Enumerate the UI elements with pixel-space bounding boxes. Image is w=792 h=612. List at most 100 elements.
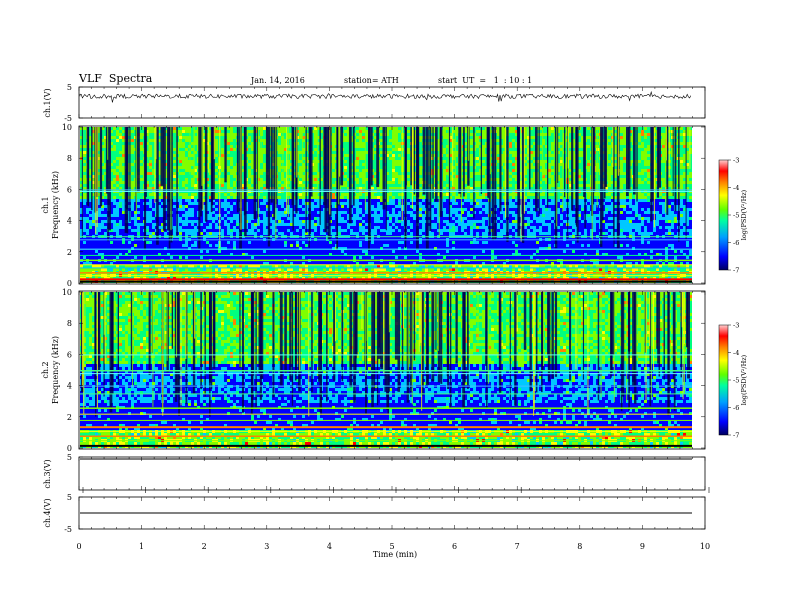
spectrogram-cell [188, 175, 191, 178]
spectrogram-cell [449, 133, 452, 136]
spectrogram-cell [380, 175, 383, 178]
spectrogram-cell [485, 193, 488, 196]
spectrogram-cell [623, 136, 626, 139]
spectrogram-cell [302, 175, 305, 178]
spectrogram-cell [608, 127, 611, 130]
spectrogram-cell [470, 166, 473, 169]
spectrogram-cell [221, 139, 224, 142]
spectrogram-cell [113, 130, 116, 133]
spectrogram-cell [248, 157, 251, 160]
spectrogram-cell [680, 172, 683, 175]
spectrogram-cell [332, 133, 335, 136]
spectrogram-cell [452, 142, 455, 145]
spectrogram-cell [512, 157, 515, 160]
spectrogram-cell [689, 175, 692, 178]
spectrogram-cell [332, 181, 335, 184]
spectrogram-cell [209, 199, 212, 202]
spectrogram-cell [533, 133, 536, 136]
spectrogram-cell [629, 166, 632, 169]
spectrogram-cell [569, 184, 572, 187]
spectrogram-cell [533, 175, 536, 178]
spectrogram-cell [131, 193, 134, 196]
spectrogram-cell [284, 151, 287, 154]
spectrogram-cell [284, 172, 287, 175]
spectrogram-cell [371, 193, 374, 196]
spectrogram-cell [407, 157, 410, 160]
spectrogram-cell [476, 151, 479, 154]
spectrogram-cell [581, 139, 584, 142]
spectrogram-cell [347, 136, 350, 139]
spectrogram-cell [152, 133, 155, 136]
spectrogram-cell [332, 178, 335, 181]
spectrogram-cell [530, 163, 533, 166]
spectrogram-cell [302, 151, 305, 154]
spectrogram-cell [686, 139, 689, 142]
spectrogram-cell [629, 127, 632, 130]
spectrogram-cell [641, 148, 644, 151]
spectrogram-cell [398, 142, 401, 145]
spectrogram-cell [233, 136, 236, 139]
spectrogram-cell [359, 130, 362, 133]
spectrogram-cell [671, 187, 674, 190]
spectrogram-cell [320, 157, 323, 160]
spectrogram-cell [194, 133, 197, 136]
spectrogram-cell [182, 175, 185, 178]
spectrogram-cell [221, 184, 224, 187]
spectrogram-cell [173, 142, 176, 145]
spectrogram-cell [569, 187, 572, 190]
spectrogram-cell [620, 193, 623, 196]
spectrogram-cell [581, 133, 584, 136]
spectrogram-cell [419, 127, 422, 130]
spectrogram-cell [221, 178, 224, 181]
spectrogram-cell [299, 199, 302, 202]
spectrogram-cell [227, 163, 230, 166]
spectrogram-cell [419, 139, 422, 142]
spectrogram-cell [527, 172, 530, 175]
spectrogram-cell [101, 139, 104, 142]
spectrogram-cell [680, 160, 683, 163]
spectrogram-cell [509, 157, 512, 160]
spectrogram-cell [191, 154, 194, 157]
spectrogram-cell [392, 178, 395, 181]
spectrogram-cell [314, 196, 317, 199]
spectrogram-cell [587, 136, 590, 139]
spectrogram-cell [356, 148, 359, 151]
spectrogram-cell [380, 133, 383, 136]
spectrogram-cell [476, 139, 479, 142]
spectrogram-cell [662, 130, 665, 133]
spectrogram-cell [203, 187, 206, 190]
spectrogram-cell [392, 130, 395, 133]
spectrogram-cell [242, 163, 245, 166]
spectrogram-cell [179, 127, 182, 130]
spectrogram-cell [248, 130, 251, 133]
spectrogram-cell [389, 166, 392, 169]
spectrogram-cell [581, 151, 584, 154]
spectrogram-cell [659, 196, 662, 199]
spectrogram-cell [233, 160, 236, 163]
spectrogram-cell [614, 187, 617, 190]
ch1-spectrogram-image [80, 127, 692, 283]
spectrogram-cell [263, 136, 266, 139]
spectrogram-cell [347, 133, 350, 136]
spectrogram-cell [557, 130, 560, 133]
spectrogram-cell [83, 151, 86, 154]
spectrogram-cell [407, 154, 410, 157]
spectrogram-cell [92, 154, 95, 157]
spectrogram-cell [389, 136, 392, 139]
spectrogram-cell [395, 181, 398, 184]
spectrogram-cell [203, 193, 206, 196]
spectrogram-cell [89, 163, 92, 166]
spectrogram-cell [671, 133, 674, 136]
spectrogram-cell [542, 151, 545, 154]
spectrogram-cell [482, 172, 485, 175]
spectrogram-cell [347, 175, 350, 178]
spectrogram-cell [80, 166, 83, 169]
spectrogram-cell [557, 148, 560, 151]
spectrogram-cell [557, 157, 560, 160]
spectrogram-cell [464, 148, 467, 151]
spectrogram-cell [497, 157, 500, 160]
spectrogram-cell [344, 154, 347, 157]
spectrogram-cell [137, 193, 140, 196]
spectrogram-cell [422, 196, 425, 199]
spectrogram-cell [101, 187, 104, 190]
